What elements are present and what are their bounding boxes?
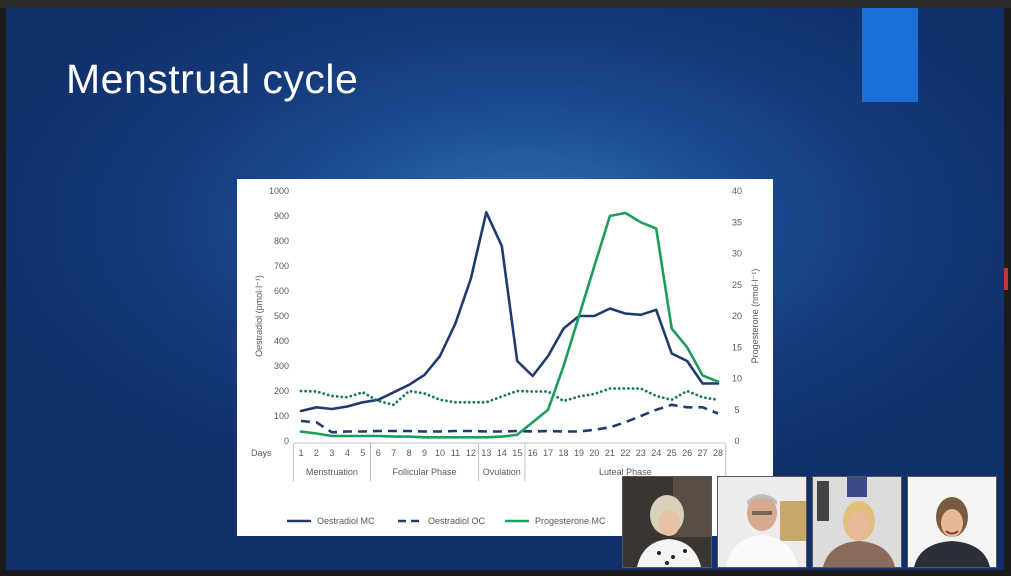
x-tick-label: 15: [512, 448, 522, 458]
window-top-bar: [0, 0, 1011, 8]
y-tick-label-left: 700: [274, 261, 289, 271]
x-tick-label: 25: [667, 448, 677, 458]
x-tick-label: 21: [605, 448, 615, 458]
x-tick-label: 17: [543, 448, 553, 458]
menstrual-cycle-chart: 0100200300400500600700800900100005101520…: [251, 186, 760, 526]
y-tick-label-right: 30: [732, 249, 742, 259]
video-tile-participant-2[interactable]: [717, 476, 807, 568]
series-line-oestradiol-oc-1: [300, 403, 719, 434]
y-tick-label-left: 100: [274, 411, 289, 421]
video-tile-participant-1[interactable]: [622, 476, 712, 568]
series-line-progesterone-mc-3: [299, 211, 720, 439]
y-tick-label-right: 40: [732, 186, 742, 196]
y-tick-label-left: 0: [284, 436, 289, 446]
video-tile-participant-4[interactable]: [907, 476, 997, 568]
y-tick-label-right: 25: [732, 280, 742, 290]
x-tick-label: 5: [360, 448, 365, 458]
y-tick-label-right: 15: [732, 342, 742, 352]
y-tick-label-left: 1000: [269, 186, 289, 196]
y-tick-label-left: 800: [274, 236, 289, 246]
y-tick-label-right: 20: [732, 311, 742, 321]
x-tick-label: 1: [298, 448, 303, 458]
x-axis-title: Days: [251, 448, 272, 458]
video-tile-participant-3[interactable]: [812, 476, 902, 568]
x-tick-label: 14: [497, 448, 507, 458]
y-tick-label-left: 300: [274, 361, 289, 371]
x-tick-label: 8: [407, 448, 412, 458]
x-tick-label: 10: [435, 448, 445, 458]
x-tick-label: 13: [481, 448, 491, 458]
series-line-oestradiol-mc-0: [299, 210, 720, 413]
phase-label: Ovulation: [483, 467, 521, 477]
x-tick-label: 12: [466, 448, 476, 458]
side-indicator: [1004, 268, 1008, 290]
phase-label: Luteal Phase: [599, 467, 652, 477]
x-tick-label: 11: [451, 448, 460, 458]
legend-label: Oestradiol OC: [428, 516, 486, 526]
y-axis-title-right: Progesterone (nmol·l⁻¹): [750, 269, 760, 364]
x-tick-label: 16: [528, 448, 538, 458]
participant-1-video: [623, 477, 711, 567]
x-tick-label: 18: [559, 448, 569, 458]
legend-label: Oestradiol MC: [317, 516, 375, 526]
x-tick-label: 4: [345, 448, 350, 458]
x-tick-label: 2: [314, 448, 319, 458]
x-tick-label: 27: [698, 448, 708, 458]
x-tick-label: 3: [329, 448, 334, 458]
participant-3-video: [813, 477, 901, 567]
y-tick-label-left: 400: [274, 336, 289, 346]
y-tick-label-right: 0: [734, 436, 739, 446]
slide-accent-bar: [862, 8, 918, 102]
x-tick-label: 28: [713, 448, 723, 458]
phase-label: Menstruation: [306, 467, 358, 477]
participant-4-video: [908, 477, 996, 567]
legend-label: Progesterone MC: [535, 516, 606, 526]
x-tick-label: 19: [574, 448, 584, 458]
y-tick-label-left: 200: [274, 386, 289, 396]
x-tick-label: 22: [620, 448, 630, 458]
x-tick-label: 7: [391, 448, 396, 458]
y-axis-title-left: Oestradiol (pmol·l⁻¹): [254, 275, 264, 357]
y-tick-label-left: 900: [274, 211, 289, 221]
slide-title: Menstrual cycle: [66, 56, 359, 102]
y-tick-label-right: 35: [732, 217, 742, 227]
x-tick-label: 9: [422, 448, 427, 458]
phase-label: Follicular Phase: [393, 467, 457, 477]
participant-2-video: [718, 477, 806, 567]
series-line-oestradiol-2: [299, 387, 720, 407]
x-tick-label: 6: [376, 448, 381, 458]
x-tick-label: 24: [651, 448, 661, 458]
x-tick-label: 26: [682, 448, 692, 458]
y-tick-label-right: 5: [734, 405, 739, 415]
x-tick-label: 23: [636, 448, 646, 458]
y-tick-label-left: 500: [274, 311, 289, 321]
x-tick-label: 20: [589, 448, 599, 458]
y-tick-label-right: 10: [732, 374, 742, 384]
y-tick-label-left: 600: [274, 286, 289, 296]
presentation-slide: Menstrual cycle 0 100 200 300 400 500 600 700 80…: [6, 8, 1004, 570]
